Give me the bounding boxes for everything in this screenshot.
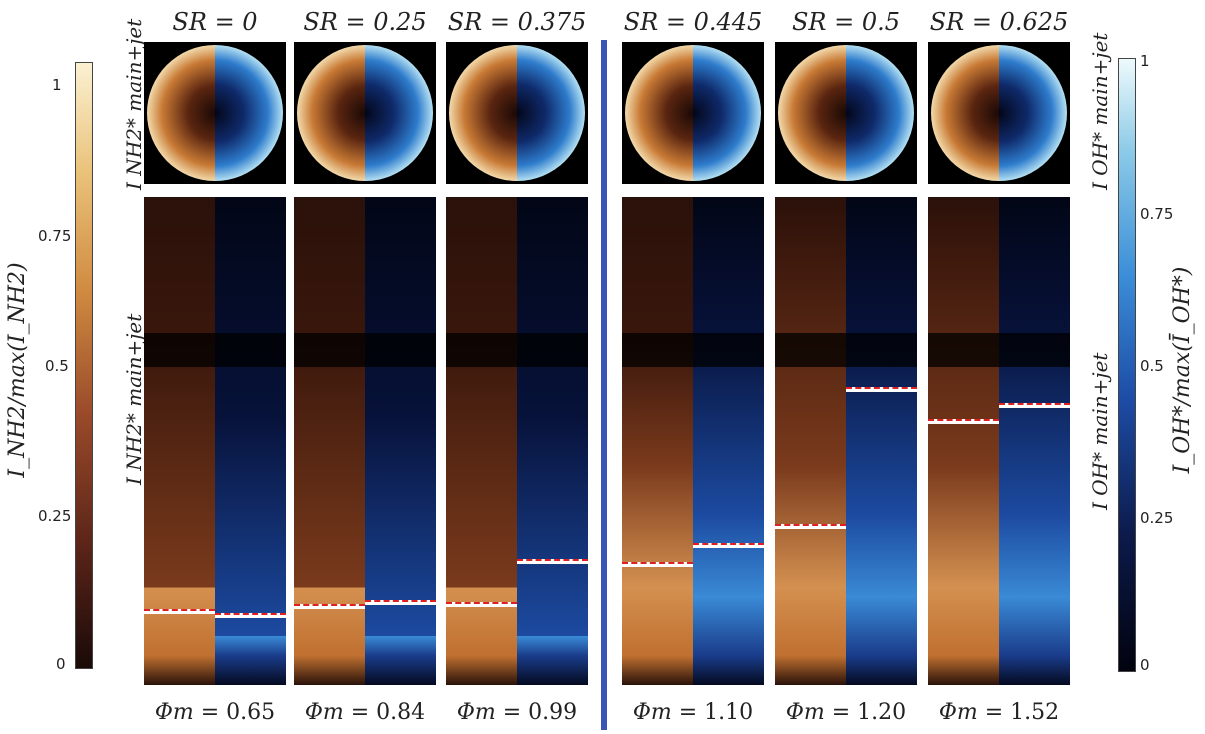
nh2-flame-marker (144, 609, 215, 614)
left-colorbar (75, 62, 93, 669)
right-colorbar-label: I_OH*/max(Ī_OH*) (1170, 266, 1195, 474)
right-tick-05: 0.5 (1140, 357, 1164, 375)
top-view-image (144, 42, 286, 184)
phi-label: Φm = 0.84 (304, 700, 426, 725)
nh2-flame-marker (775, 524, 846, 529)
sr-label: SR = 0 (172, 8, 258, 36)
side-view-image (775, 197, 917, 685)
side-view-image (294, 197, 436, 685)
oh-flame-marker (693, 543, 764, 548)
oh-flame-marker (846, 387, 917, 392)
left-tick-05: 0.5 (45, 357, 69, 375)
top-view-image (622, 42, 764, 184)
phi-label: Φm = 0.99 (456, 700, 578, 725)
side-view-image (622, 197, 764, 685)
side-view-image (928, 197, 1070, 685)
left-tick-1: 1 (52, 76, 62, 94)
oh-flame-marker (215, 613, 286, 618)
top-view-image (775, 42, 917, 184)
oh-top-label: I OH* main+jet (1088, 32, 1112, 190)
right-tick-0: 0 (1140, 656, 1150, 674)
right-tick-025: 0.25 (1140, 509, 1174, 527)
nh2-flame-marker (294, 604, 365, 609)
top-view-image (928, 42, 1070, 184)
top-view-image (446, 42, 588, 184)
top-view-image (294, 42, 436, 184)
nh2-flame-marker (928, 419, 999, 424)
nh2-flame-marker (446, 602, 517, 607)
left-tick-075: 0.75 (38, 227, 72, 245)
side-view-image (144, 197, 286, 685)
sr-label: SR = 0.375 (447, 8, 587, 36)
regime-divider (601, 40, 607, 730)
left-colorbar-label: I_NH2/max(I_NH2) (5, 262, 30, 478)
phi-label: Φm = 1.20 (785, 700, 907, 725)
left-tick-0: 0 (56, 655, 66, 673)
sr-label: SR = 0.25 (303, 8, 427, 36)
left-tick-025: 0.25 (38, 507, 72, 525)
phi-label: Φm = 1.52 (938, 700, 1060, 725)
oh-mid-label: I OH* main+jet (1088, 352, 1112, 510)
oh-flame-marker (999, 403, 1070, 408)
sr-label: SR = 0.625 (929, 8, 1069, 36)
right-colorbar (1118, 58, 1136, 672)
oh-flame-marker (517, 559, 588, 564)
oh-flame-marker (365, 600, 436, 605)
right-tick-1: 1 (1140, 52, 1150, 70)
right-tick-075: 0.75 (1140, 205, 1174, 223)
sr-label: SR = 0.445 (623, 8, 763, 36)
sr-label: SR = 0.5 (791, 8, 901, 36)
side-view-image (446, 197, 588, 685)
phi-label: Φm = 0.65 (154, 700, 276, 725)
nh2-flame-marker (622, 562, 693, 567)
phi-label: Φm = 1.10 (632, 700, 754, 725)
